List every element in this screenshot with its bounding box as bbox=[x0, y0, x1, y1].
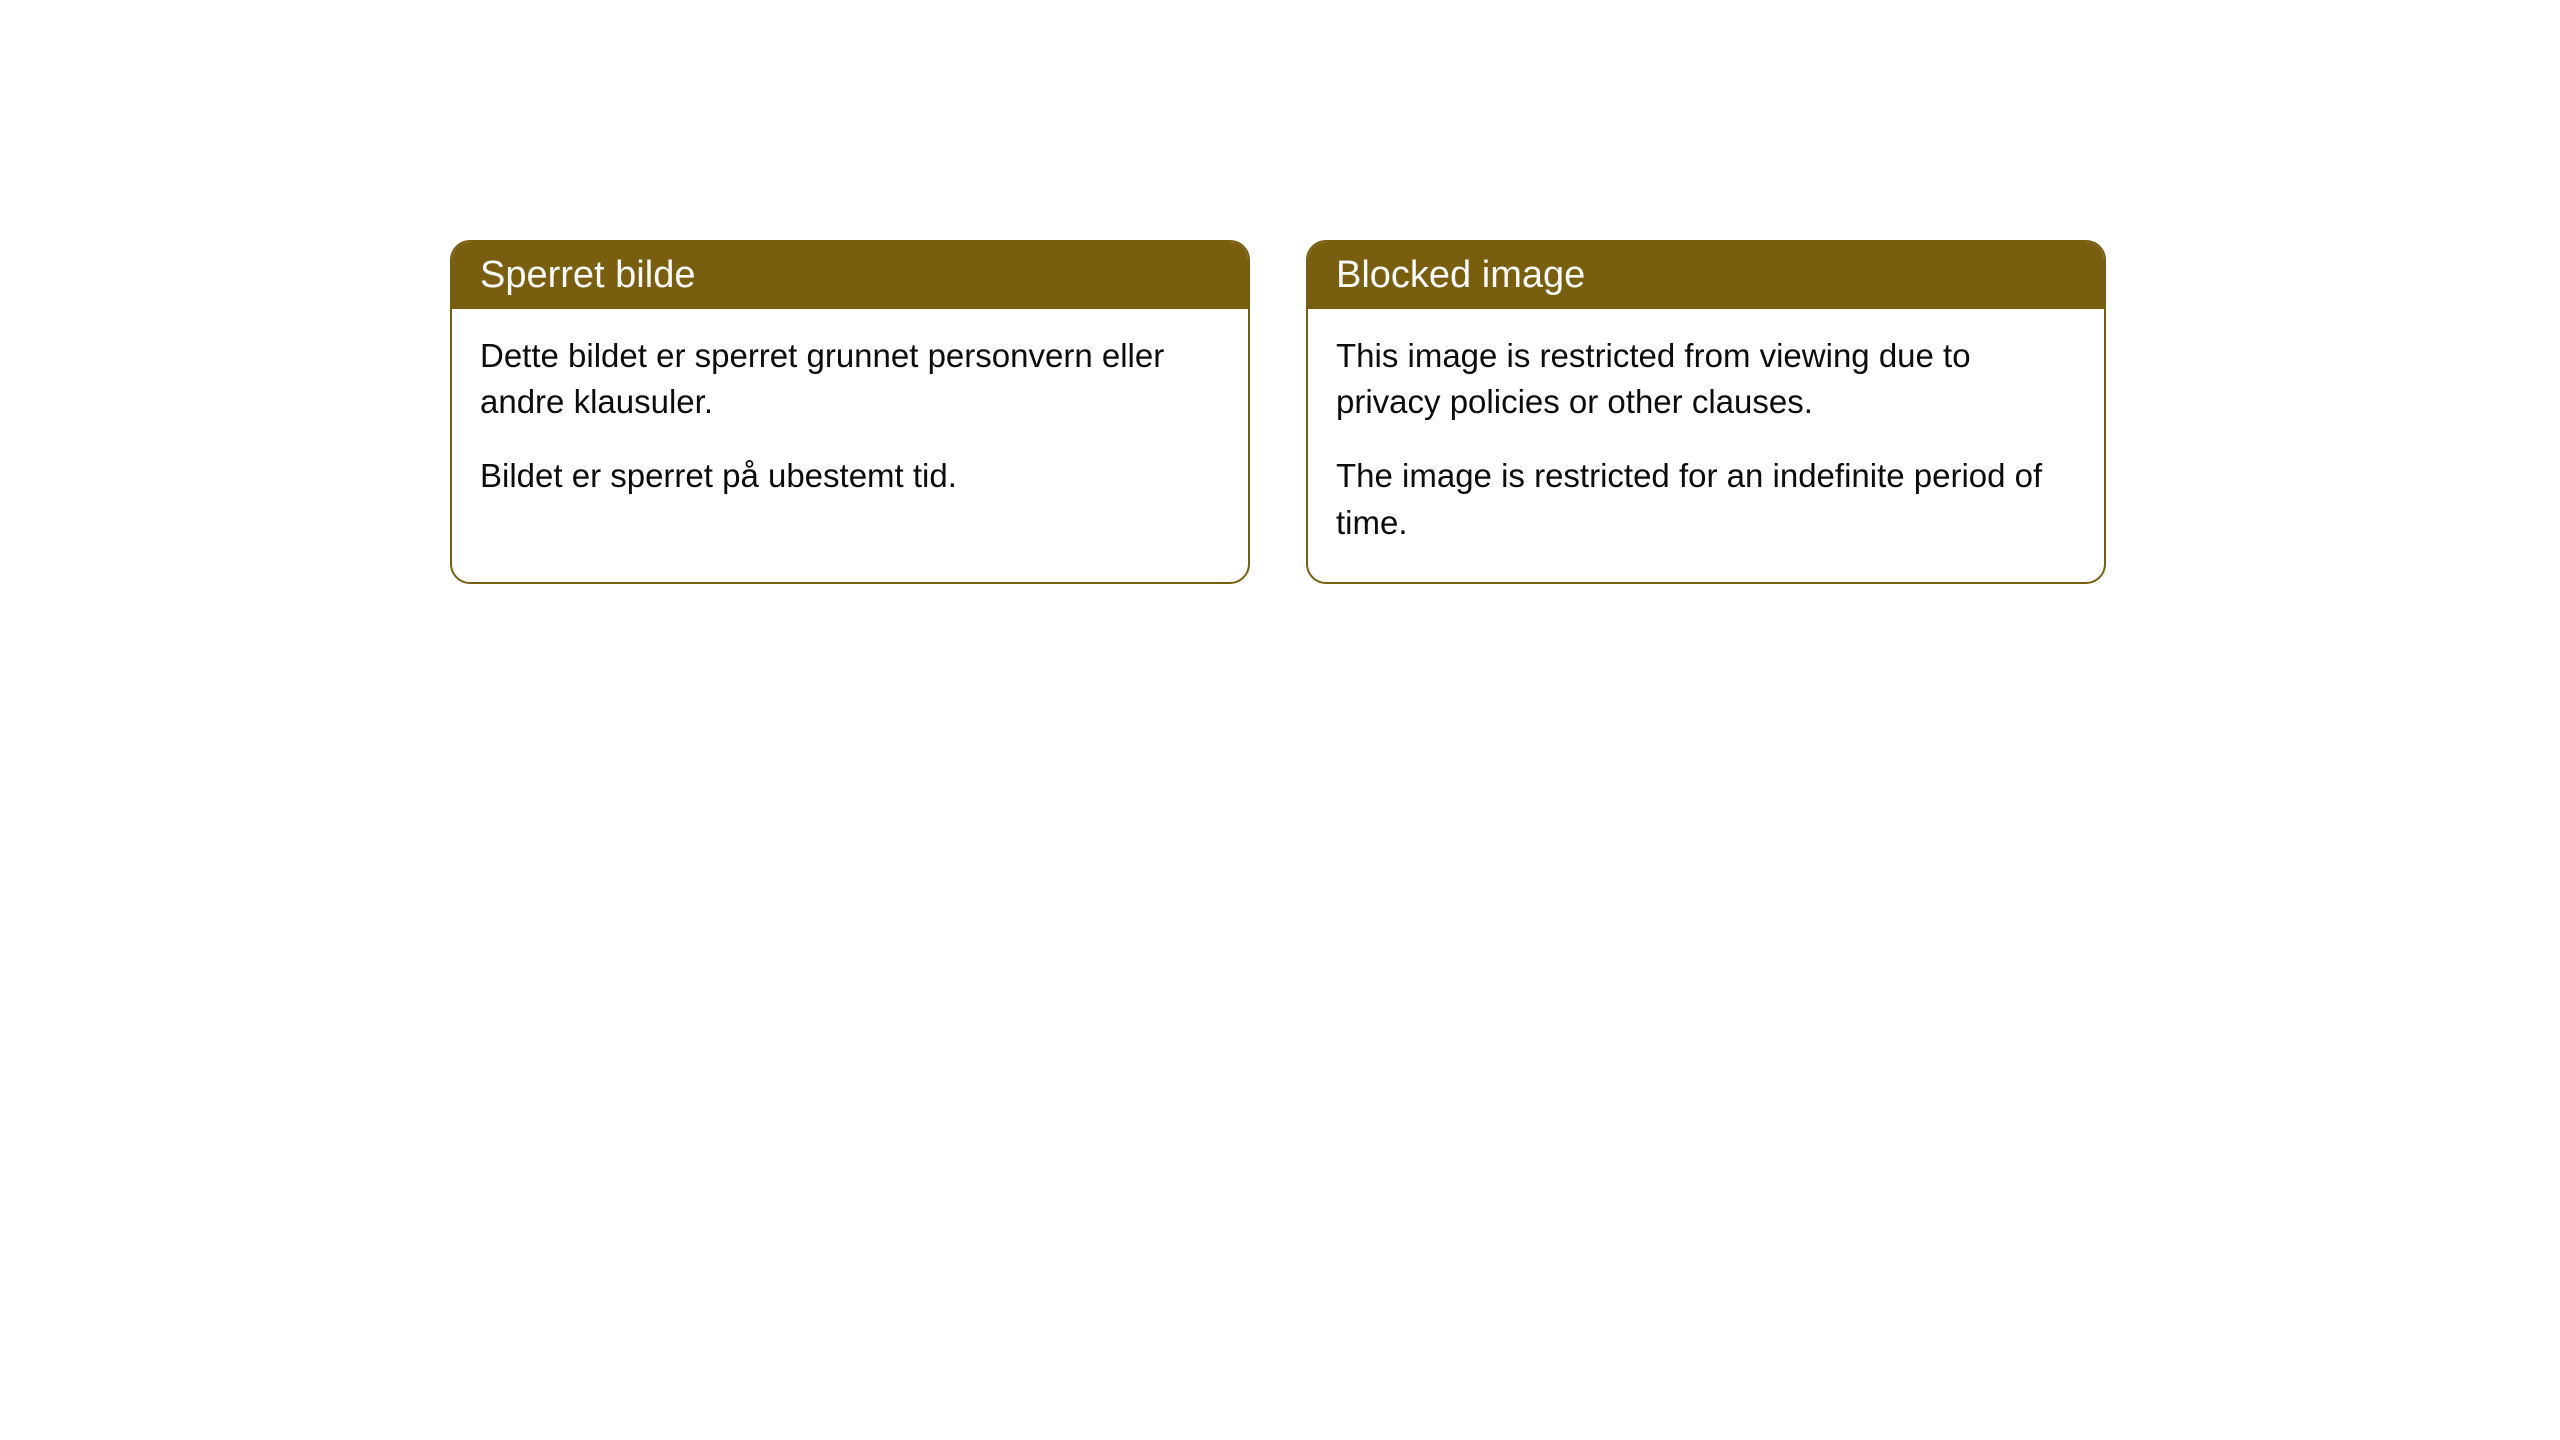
blocked-image-card-norwegian: Sperret bilde Dette bildet er sperret gr… bbox=[450, 240, 1250, 584]
card-header: Blocked image bbox=[1308, 242, 2104, 309]
notice-cards-container: Sperret bilde Dette bildet er sperret gr… bbox=[0, 0, 2560, 584]
card-body: Dette bildet er sperret grunnet personve… bbox=[452, 309, 1248, 536]
card-paragraph: This image is restricted from viewing du… bbox=[1336, 333, 2076, 425]
card-body: This image is restricted from viewing du… bbox=[1308, 309, 2104, 582]
card-paragraph: The image is restricted for an indefinit… bbox=[1336, 453, 2076, 545]
card-title: Sperret bilde bbox=[480, 254, 695, 296]
card-header: Sperret bilde bbox=[452, 242, 1248, 309]
card-paragraph: Bildet er sperret på ubestemt tid. bbox=[480, 453, 1220, 499]
blocked-image-card-english: Blocked image This image is restricted f… bbox=[1306, 240, 2106, 584]
card-title: Blocked image bbox=[1336, 254, 1585, 296]
card-paragraph: Dette bildet er sperret grunnet personve… bbox=[480, 333, 1220, 425]
